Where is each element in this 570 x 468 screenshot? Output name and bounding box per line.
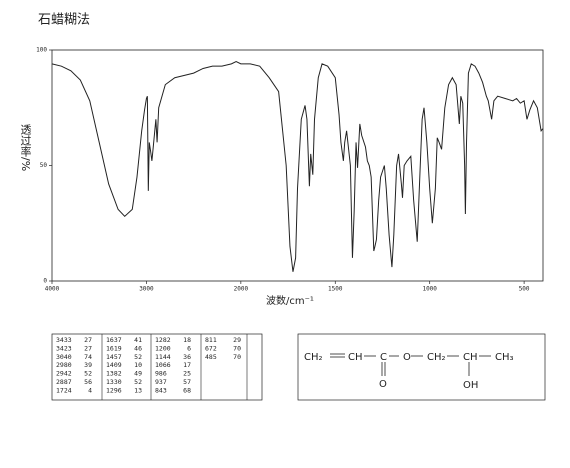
peak-transmittance: 6 <box>187 344 191 352</box>
peak-wavenumber: 3423 <box>56 344 72 352</box>
peak-transmittance: 36 <box>183 353 191 361</box>
spectrum-line <box>51 60 544 272</box>
peak-transmittance: 4 <box>88 386 92 394</box>
plot-frame <box>51 49 544 282</box>
peak-transmittance: 46 <box>134 344 142 352</box>
y-tick-label: 100 <box>36 47 47 54</box>
peak-wavenumber: 672 <box>205 344 217 352</box>
peak-wavenumber: 2887 <box>56 378 72 386</box>
peak-wavenumber: 843 <box>155 386 167 394</box>
structure-group: C <box>380 352 387 363</box>
peak-transmittance: 27 <box>84 336 92 344</box>
structure-group: CH₂ <box>304 352 323 363</box>
y-tick-label: 0 <box>43 278 47 285</box>
peak-wavenumber: 3433 <box>56 336 72 344</box>
peak-transmittance: 52 <box>134 378 142 386</box>
chart-title: 石蜡糊法 <box>38 12 90 28</box>
peak-wavenumber: 937 <box>155 378 167 386</box>
structure-group: CH <box>348 352 363 363</box>
peak-wavenumber: 2980 <box>56 361 72 369</box>
y-axis-label: 透过率/% <box>19 124 32 171</box>
peak-wavenumber: 485 <box>205 353 217 361</box>
structure-group: CH <box>463 352 478 363</box>
peak-transmittance: 29 <box>233 336 241 344</box>
structure-group: CH₃ <box>495 352 514 363</box>
structure-group: CH₂ <box>427 352 446 363</box>
structure-frame <box>297 333 546 401</box>
peak-transmittance: 52 <box>84 370 92 378</box>
peak-transmittance: 68 <box>183 386 191 394</box>
x-tick-label: 2000 <box>234 286 249 293</box>
peak-transmittance: 56 <box>84 378 92 386</box>
structure-hydroxyl: OH <box>463 380 478 391</box>
structure-bonds <box>330 353 491 376</box>
peak-table-frame <box>51 333 263 401</box>
x-tick-label: 3000 <box>139 286 154 293</box>
peak-transmittance: 18 <box>183 336 191 344</box>
x-tick-label: 500 <box>519 286 530 293</box>
peak-transmittance: 49 <box>134 370 142 378</box>
peak-wavenumber: 1066 <box>155 361 171 369</box>
peak-transmittance: 70 <box>233 344 241 352</box>
x-tick-label: 1500 <box>328 286 343 293</box>
peak-wavenumber: 1382 <box>106 370 122 378</box>
peak-transmittance: 41 <box>134 336 142 344</box>
peak-wavenumber: 1200 <box>155 344 171 352</box>
peak-transmittance: 10 <box>134 361 142 369</box>
peak-transmittance: 70 <box>233 353 241 361</box>
peak-wavenumber: 2942 <box>56 370 72 378</box>
x-axis-label: 波数/cm⁻¹ <box>266 294 314 307</box>
peak-wavenumber: 811 <box>205 336 217 344</box>
peak-transmittance: 27 <box>84 344 92 352</box>
peak-wavenumber: 1724 <box>56 386 72 394</box>
peak-transmittance: 74 <box>84 353 92 361</box>
structure-carbonyl-o: O <box>379 379 387 390</box>
peak-transmittance: 25 <box>183 370 191 378</box>
peak-transmittance: 57 <box>183 378 191 386</box>
peak-wavenumber: 1637 <box>106 336 122 344</box>
peak-wavenumber: 1457 <box>106 353 122 361</box>
peak-wavenumber: 1619 <box>106 344 122 352</box>
structure-group: O <box>403 352 411 363</box>
peak-wavenumber: 1409 <box>106 361 122 369</box>
y-tick-label: 50 <box>40 162 48 169</box>
x-tick-label: 4000 <box>45 286 60 293</box>
peak-wavenumber: 986 <box>155 370 167 378</box>
peak-wavenumber: 1330 <box>106 378 122 386</box>
peak-transmittance: 13 <box>134 386 142 394</box>
peak-transmittance: 39 <box>84 361 92 369</box>
peak-transmittance: 17 <box>183 361 191 369</box>
peak-wavenumber: 1296 <box>106 386 122 394</box>
x-tick-label: 1000 <box>422 286 437 293</box>
peak-wavenumber: 1144 <box>155 353 171 361</box>
peak-wavenumber: 1282 <box>155 336 171 344</box>
peak-wavenumber: 3040 <box>56 353 72 361</box>
peak-transmittance: 52 <box>134 353 142 361</box>
